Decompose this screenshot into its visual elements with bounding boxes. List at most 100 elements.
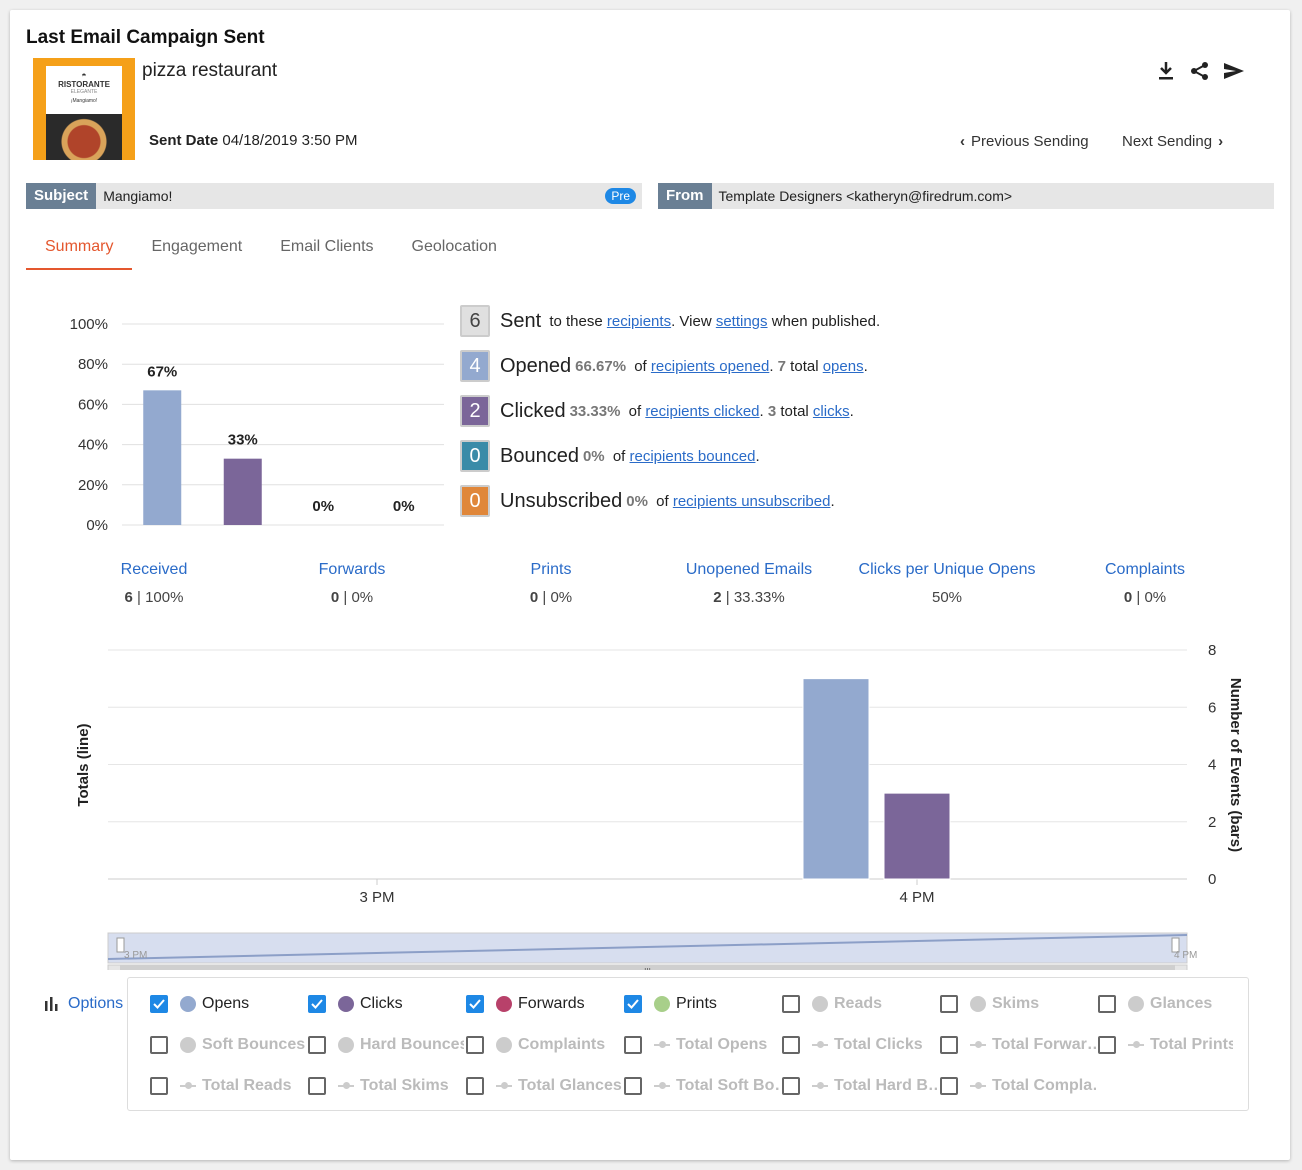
recipients-opened-link[interactable]: recipients opened (650, 357, 770, 375)
from-field: From Template Designers <katheryn@firedr… (658, 183, 1274, 209)
option-hard-bounces[interactable]: Hard Bounces (308, 1034, 464, 1056)
send-icon[interactable] (1223, 60, 1245, 82)
previous-sending-label: Previous Sending (971, 133, 1089, 150)
option-checkbox[interactable] (466, 1036, 484, 1054)
y-right-axis-title: Number of Events (bars) (1227, 678, 1244, 852)
option-opens[interactable]: Opens (150, 993, 306, 1015)
option-total-clicks[interactable]: Total Clicks (782, 1034, 938, 1056)
preheader-badge[interactable]: Pre (605, 188, 636, 204)
clicks-link[interactable]: clicks (812, 402, 850, 420)
option-skims[interactable]: Skims (940, 993, 1096, 1015)
option-label: Opens (202, 995, 250, 1012)
bar-clicks[interactable] (883, 792, 951, 880)
metric-received-name[interactable]: Received (120, 561, 188, 578)
option-checkbox[interactable] (466, 1077, 484, 1095)
metric-forwards-value: 0 | 0% (330, 589, 374, 606)
previous-sending-button[interactable]: ‹ Previous Sending (960, 133, 1089, 150)
option-checkbox[interactable] (782, 995, 800, 1013)
option-checkbox[interactable] (308, 1077, 326, 1095)
option-glances[interactable]: Glances (1098, 993, 1233, 1015)
unsubscribed-label: Unsubscribed (500, 489, 623, 512)
tab-summary[interactable]: Summary (26, 238, 133, 270)
option-reads[interactable]: Reads (782, 993, 938, 1015)
option-checkbox[interactable] (308, 995, 326, 1013)
download-icon[interactable] (1155, 60, 1177, 82)
option-total-soft-bo[interactable]: Total Soft Bo… (624, 1075, 780, 1097)
navigator-handle-left[interactable] (116, 937, 125, 953)
scroll-left-arrow-icon[interactable]: ◂ (111, 968, 115, 970)
option-total-glances[interactable]: Total Glances (466, 1075, 622, 1097)
opens-link[interactable]: opens (822, 357, 864, 375)
option-label: Total Opens (676, 1036, 768, 1053)
next-sending-button[interactable]: Next Sending › (1122, 133, 1223, 150)
option-checkbox[interactable] (150, 1036, 168, 1054)
clicked-text-4: . (849, 402, 854, 420)
navigator-label-start: 3 PM (124, 950, 147, 961)
recipients-link[interactable]: recipients (606, 312, 672, 330)
clicked-label: Clicked (500, 399, 566, 422)
option-checkbox[interactable] (624, 995, 642, 1013)
recipients-bounced-link[interactable]: recipients bounced (629, 447, 756, 465)
option-total-forwar[interactable]: Total Forwar… (940, 1034, 1096, 1056)
opened-text-1: of (630, 357, 651, 375)
tab-engagement[interactable]: Engagement (151, 238, 243, 255)
option-checkbox[interactable] (940, 1077, 958, 1095)
option-label: Total Forwar… (992, 1036, 1096, 1053)
option-total-prints[interactable]: Total Prints (1098, 1034, 1233, 1056)
option-checkbox[interactable] (940, 995, 958, 1013)
option-prints[interactable]: Prints (624, 993, 780, 1015)
option-checkbox[interactable] (150, 995, 168, 1013)
metric-complaints-name[interactable]: Complaints (1104, 561, 1186, 578)
campaign-thumbnail[interactable]: ◓ RISTORANTE ELEGANTE ¡Mangiamo! (33, 58, 135, 160)
navigator-handle-right[interactable] (1171, 937, 1180, 953)
recipients-unsubscribed-link[interactable]: recipients unsubscribed (672, 492, 831, 510)
option-checkbox[interactable] (466, 995, 484, 1013)
option-checkbox[interactable] (308, 1036, 326, 1054)
metric-prints-name[interactable]: Prints (530, 561, 572, 578)
option-label: Soft Bounces (202, 1036, 306, 1053)
bar-chart-icon (45, 997, 58, 1011)
clicked-text-3: total (776, 402, 813, 420)
option-checkbox[interactable] (940, 1036, 958, 1054)
option-checkbox[interactable] (782, 1077, 800, 1095)
settings-link[interactable]: settings (715, 312, 768, 330)
option-complaints[interactable]: Complaints (466, 1034, 622, 1056)
metric-forwards-name[interactable]: Forwards (318, 561, 386, 578)
option-total-reads[interactable]: Total Reads (150, 1075, 306, 1097)
option-checkbox[interactable] (782, 1036, 800, 1054)
y-right-tick-label: 2 (1208, 814, 1216, 831)
sent-text-1: to these (545, 312, 607, 330)
tab-geolocation[interactable]: Geolocation (411, 238, 497, 255)
metric-clicks-per-open-name[interactable]: Clicks per Unique Opens (858, 561, 1036, 578)
metric-unopened-name[interactable]: Unopened Emails (685, 561, 813, 578)
option-forwards[interactable]: Forwards (466, 993, 622, 1015)
share-icon[interactable] (1189, 60, 1211, 82)
sent-text-3: when published. (767, 312, 881, 330)
tab-email-clients[interactable]: Email Clients (280, 238, 374, 255)
option-total-opens[interactable]: Total Opens (624, 1034, 780, 1056)
option-total-skims[interactable]: Total Skims (308, 1075, 464, 1097)
events-timeline-chart[interactable]: 0 2 4 6 8 3 PM 4 PM Totals (line) Number of Even… (50, 625, 1265, 970)
option-total-compla[interactable]: Total Compla… (940, 1075, 1096, 1097)
bounced-pct: 0% (582, 447, 605, 465)
option-soft-bounces[interactable]: Soft Bounces (150, 1034, 306, 1056)
option-checkbox[interactable] (1098, 1036, 1116, 1054)
option-checkbox[interactable] (150, 1077, 168, 1095)
y-tick-label: 60% (78, 396, 108, 413)
x-tick-label: 3 PM (359, 889, 394, 906)
option-checkbox[interactable] (624, 1077, 642, 1095)
option-clicks[interactable]: Clicks (308, 993, 464, 1015)
scroll-right-arrow-icon[interactable]: ▸ (1178, 968, 1182, 970)
scrollbar-thumb[interactable] (120, 965, 1175, 970)
option-checkbox[interactable] (624, 1036, 642, 1054)
stat-clicked: 2 Clicked 33.33% of recipients clicked .… (460, 394, 854, 428)
recipients-clicked-link[interactable]: recipients clicked (645, 402, 760, 420)
options-toggle[interactable]: Options (44, 995, 123, 1013)
bar-clicked[interactable] (223, 458, 262, 525)
option-checkbox[interactable] (1098, 995, 1116, 1013)
metric-prints-value: 0 | 0% (529, 589, 573, 606)
option-total-hard-b[interactable]: Total Hard B… (782, 1075, 938, 1097)
thumbnail-header: ◓ RISTORANTE ELEGANTE ¡Mangiamo! (46, 66, 122, 114)
bar-opens[interactable] (802, 678, 870, 880)
bar-opened[interactable] (143, 390, 182, 525)
